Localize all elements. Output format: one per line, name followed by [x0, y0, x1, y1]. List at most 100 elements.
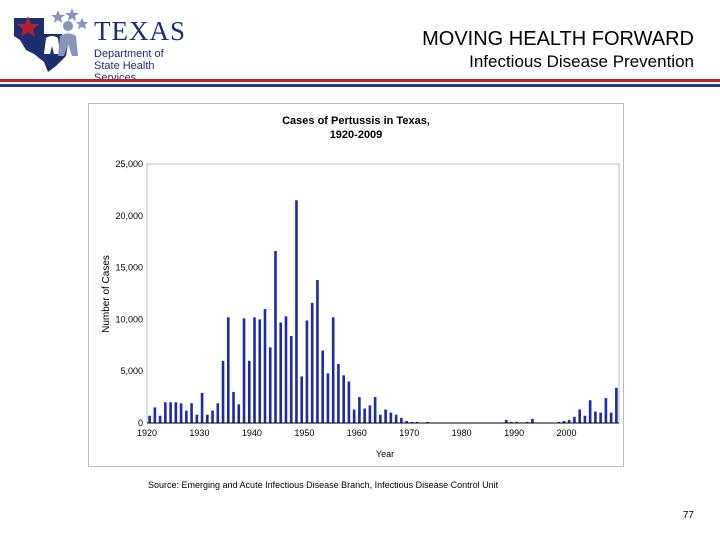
y-tick-label: 20,000	[115, 211, 143, 221]
logo-texas-text: TEXAS	[94, 16, 186, 46]
header-title: MOVING HEALTH FORWARD	[422, 28, 694, 50]
bar-1955	[331, 317, 335, 423]
x-axis-ticks: 1920 1930 1940 1950 1960 1970 1980 1990 2000	[137, 428, 577, 438]
y-tick-label: 5,000	[120, 366, 143, 376]
logo-line-1: Department of	[94, 48, 164, 60]
bar-1963	[373, 397, 377, 423]
bar-1967	[394, 414, 398, 423]
bar-1936	[232, 391, 235, 423]
bar-2001	[573, 416, 576, 423]
bar-1938	[242, 318, 246, 423]
bar-1992	[525, 421, 529, 423]
y-axis-ticks: 0 5,000 10,000 15,000 20,000 25,000	[115, 159, 143, 428]
bar-1939	[247, 360, 251, 423]
bar-1931	[206, 414, 209, 423]
x-tick-label: 1980	[452, 428, 472, 438]
bar-1923	[164, 402, 167, 423]
texas-star-people-icon	[14, 8, 88, 72]
x-tick-label: 1930	[189, 428, 209, 438]
bar-1968	[400, 417, 403, 423]
bar-1952	[316, 280, 319, 423]
bar-1929	[195, 414, 199, 423]
bar-1969	[405, 420, 408, 423]
bar-1965	[384, 409, 387, 423]
bar-1950	[305, 320, 309, 423]
chart-subtitle: 1920-2009	[330, 129, 383, 141]
pertussis-bar-chart: Cases of Pertussis in Texas, 1920-2009 0…	[101, 115, 620, 459]
header-divider-blue	[0, 84, 720, 87]
source-note: Source: Emerging and Acute Infectious Di…	[148, 480, 499, 490]
chart-title: Cases of Pertussis in Texas,	[282, 115, 430, 127]
bar-1962	[368, 405, 372, 423]
bar-2007	[604, 398, 608, 423]
bar-1942	[263, 309, 267, 423]
chart-frame: Cases of Pertussis in Texas, 1920-2009 0…	[88, 103, 624, 467]
y-tick-label: 10,000	[115, 314, 143, 324]
x-tick-label: 1960	[347, 428, 367, 438]
bar-1957	[342, 375, 345, 423]
x-tick-label: 1990	[504, 428, 524, 438]
x-tick-label: 1950	[294, 428, 314, 438]
bar-1937	[237, 404, 241, 423]
bar-1961	[363, 408, 366, 423]
bar-1993	[531, 418, 534, 423]
bar-2003	[583, 415, 587, 423]
bar-1960	[358, 397, 361, 423]
bar-1990	[515, 421, 519, 423]
header-subtitle: Infectious Disease Prevention	[469, 52, 694, 71]
bar-1941	[258, 319, 262, 423]
bar-1944	[274, 251, 277, 423]
bar-1966	[389, 412, 393, 423]
bar-2000	[567, 419, 571, 423]
bar-1970	[410, 421, 414, 423]
x-axis-label: Year	[376, 449, 394, 459]
bar-2009	[615, 387, 618, 423]
bar-1921	[153, 407, 157, 423]
bar-1933	[216, 403, 220, 423]
bar-1998	[557, 421, 560, 423]
bar-2004	[588, 400, 592, 423]
bars	[148, 200, 618, 424]
x-tick-label: 2000	[557, 428, 577, 438]
bar-1943	[268, 347, 272, 423]
bar-1926	[179, 403, 183, 423]
y-tick-label: 25,000	[115, 159, 143, 169]
y-tick-label: 0	[138, 418, 143, 428]
texas-dshs-logo: TEXAS Department of State Health Service…	[8, 4, 198, 84]
x-tick-label: 1920	[137, 428, 157, 438]
bar-1999	[562, 420, 566, 423]
x-tick-label: 1970	[399, 428, 419, 438]
bar-1935	[226, 317, 230, 423]
bar-1922	[158, 415, 162, 423]
bar-1953	[321, 350, 324, 423]
bar-1948	[295, 200, 298, 423]
bar-2008	[609, 412, 613, 423]
header-divider-red	[0, 79, 720, 82]
bar-1971	[415, 421, 419, 423]
bar-1989	[510, 421, 513, 423]
bar-1946	[284, 316, 288, 423]
y-tick-label: 15,000	[115, 263, 143, 273]
y-axis-label: Number of Cases	[101, 255, 112, 333]
plot-area	[146, 163, 620, 424]
bar-1924	[169, 402, 172, 423]
bar-1932	[211, 410, 214, 423]
bar-2002	[578, 409, 581, 423]
page-number: 77	[682, 510, 694, 521]
bar-1959	[352, 409, 356, 423]
bar-2005	[594, 411, 597, 423]
bar-1988	[504, 419, 508, 423]
bar-1951	[310, 302, 314, 423]
bar-1925	[174, 402, 178, 423]
bar-1945	[279, 322, 283, 423]
bar-1958	[347, 381, 351, 423]
bar-1954	[326, 373, 330, 423]
bar-1920	[148, 415, 151, 423]
bar-1928	[190, 403, 193, 423]
bar-1930	[200, 392, 204, 423]
bar-1934	[221, 360, 225, 423]
bar-1927	[185, 410, 188, 423]
bar-2006	[599, 412, 602, 423]
bar-1964	[379, 414, 382, 423]
bar-1947	[289, 335, 293, 423]
